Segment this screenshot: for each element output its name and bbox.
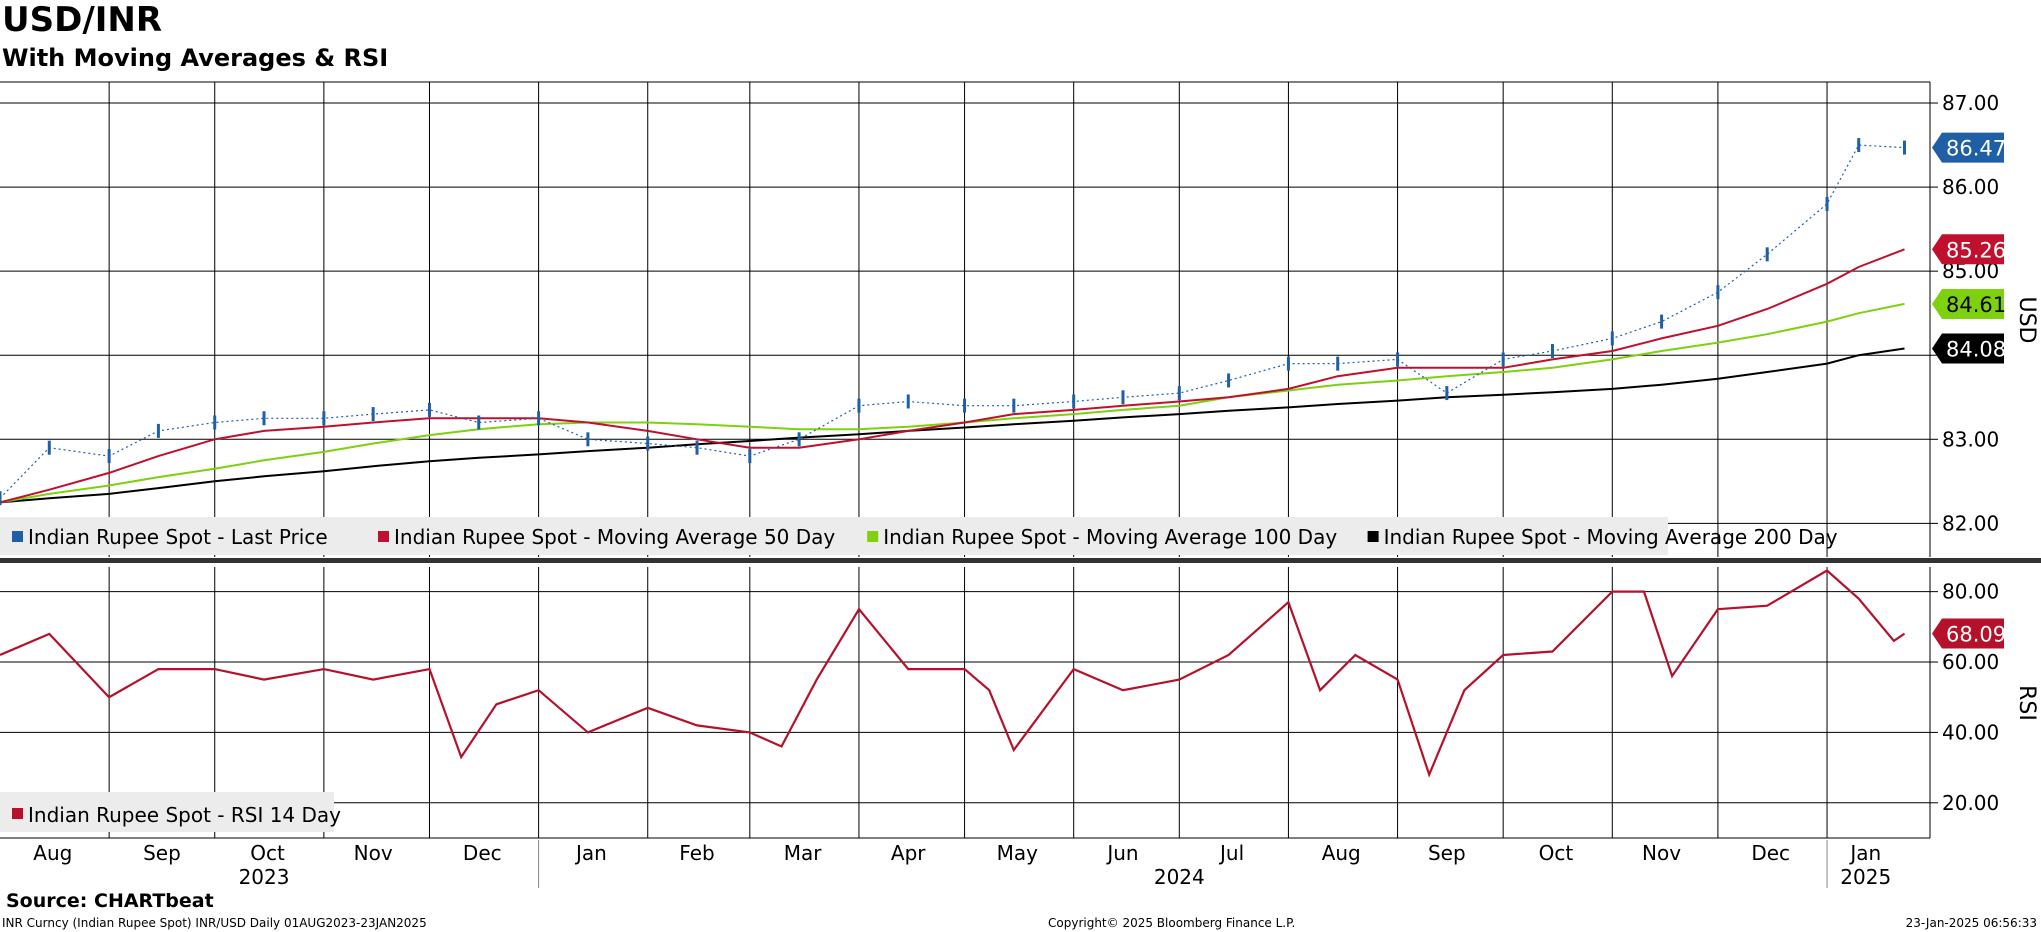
- legend-item: Indian Rupee Spot - Moving Average 200 D…: [1384, 525, 1838, 549]
- y-tick-label: 80.00: [1942, 580, 1999, 604]
- x-tick-label: Nov: [1642, 841, 1681, 865]
- last-price-tag: 86.47: [1946, 137, 2006, 161]
- series-last-price: [0, 144, 1905, 499]
- price-panel: 87.0086.0085.0084.0083.0082.00USD86.4785…: [0, 81, 2041, 563]
- panel-divider: [0, 558, 2041, 563]
- ma50-tag: 85.26: [1946, 238, 2006, 262]
- page-subtitle: With Moving Averages & RSI: [2, 44, 389, 72]
- y-tick-label: 40.00: [1942, 720, 1999, 744]
- last-price-tag-bg: [1932, 132, 2004, 163]
- legend-background: [0, 792, 334, 832]
- ma100-tag: 84.61: [1946, 293, 2006, 317]
- x-year-label: 2024: [1154, 865, 1205, 889]
- ma100-tag-bg: [1932, 288, 2004, 319]
- legend-swatch: [378, 531, 389, 542]
- legend-item: Indian Rupee Spot - RSI 14 Day: [28, 803, 341, 827]
- rsi-legend: Indian Rupee Spot - RSI 14 Day: [0, 792, 341, 832]
- x-tick-label: Jul: [1218, 841, 1244, 865]
- page-title: USD/INR: [2, 0, 163, 40]
- chart-canvas: 87.0086.0085.0084.0083.0082.00USD86.4785…: [0, 81, 2041, 889]
- x-year-label: 2025: [1840, 865, 1891, 889]
- price-axis-title: USD: [2014, 296, 2039, 343]
- price-legend: Indian Rupee Spot - Last Price Indian Rup…: [0, 517, 1838, 555]
- x-tick-label: Jan: [1848, 841, 1881, 865]
- y-tick-label: 82.00: [1942, 511, 1999, 535]
- x-tick-label: Mar: [784, 841, 823, 865]
- x-tick-label: Apr: [891, 841, 926, 865]
- x-tick-label: Aug: [1322, 841, 1361, 865]
- rsi-tag: 68.09: [1946, 623, 2006, 647]
- rsi-panel: 80.00 60.00 40.00 20.00 RSI 68.09 Indian Rupee…: [0, 567, 2039, 839]
- y-tick-label: 60.00: [1942, 650, 1999, 674]
- x-tick-label: Dec: [463, 841, 502, 865]
- x-tick-label: Sep: [1428, 841, 1466, 865]
- legend-swatch: [1367, 531, 1379, 542]
- series-ma-100: [0, 302, 1905, 504]
- x-tick-label: Sep: [143, 841, 181, 865]
- legend-swatch: [867, 531, 879, 542]
- rsi-tag-bg: [1932, 618, 2004, 649]
- series-rsi-14: [0, 569, 1906, 778]
- y-tick-label: 20.00: [1942, 791, 1999, 815]
- legend-swatch: [12, 531, 23, 542]
- footer-ticker-info: INR Curncy (Indian Rupee Spot) INR/USD D…: [2, 916, 427, 930]
- rsi-axis-title: RSI: [2014, 685, 2039, 721]
- legend-background: [0, 517, 1668, 555]
- y-tick-label: 86.00: [1942, 175, 1999, 199]
- series-ma-50: [0, 248, 1905, 504]
- footer-copyright: Copyright© 2025 Bloomberg Finance L.P.: [1048, 916, 1296, 930]
- x-tick-label: Feb: [679, 841, 714, 865]
- series-ma-200: [0, 347, 1905, 504]
- ma200-tag: 84.08: [1946, 338, 2006, 362]
- legend-item: Indian Rupee Spot - Last Price: [28, 525, 328, 549]
- x-tick-label: Aug: [33, 841, 72, 865]
- y-tick-label: 87.00: [1942, 91, 1999, 115]
- ma50-tag-bg: [1932, 234, 2004, 265]
- x-tick-label: Oct: [250, 841, 285, 865]
- x-tick-label: Oct: [1539, 841, 1574, 865]
- x-year-label: 2023: [239, 865, 290, 889]
- legend-item: Indian Rupee Spot - Moving Average 50 Da…: [394, 525, 835, 549]
- legend-swatch: [12, 808, 23, 819]
- x-tick-label: Jun: [1105, 841, 1138, 865]
- x-tick-label: Dec: [1751, 841, 1790, 865]
- legend-item: Indian Rupee Spot - Moving Average 100 D…: [883, 525, 1337, 549]
- x-tick-label: May: [997, 841, 1039, 865]
- footer-timestamp: 23-Jan-2025 06:56:33: [1905, 916, 2037, 930]
- source-label: Source: CHARTbeat: [6, 890, 214, 912]
- y-tick-label: 83.00: [1942, 427, 1999, 451]
- x-axis: Aug Sep Oct Nov Dec Jan Feb Mar Apr May Jun Jul Aug S…: [33, 840, 1891, 889]
- ma200-tag-bg: [1932, 333, 2004, 364]
- x-tick-label: Nov: [354, 841, 393, 865]
- x-tick-label: Jan: [574, 841, 607, 865]
